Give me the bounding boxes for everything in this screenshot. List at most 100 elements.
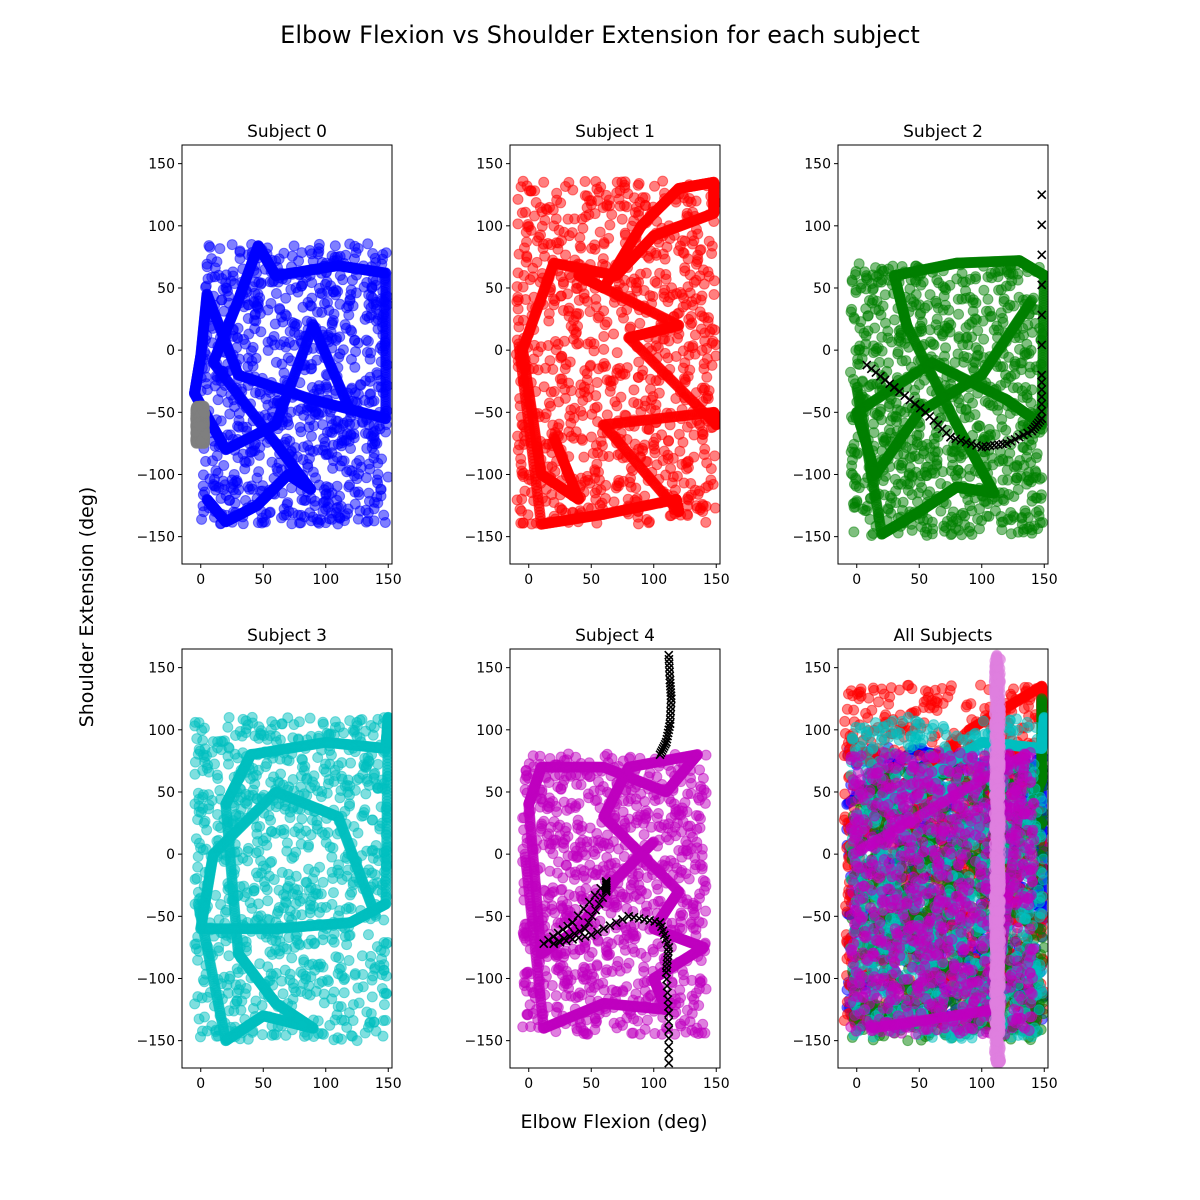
data-point [294,377,306,389]
data-point [357,417,369,429]
data-point [628,396,640,408]
data-point [208,473,220,485]
data-point [594,226,606,238]
data-point [372,323,384,335]
data-point [199,486,211,498]
data-point [316,257,328,269]
data-point [340,434,352,446]
data-point [281,377,293,389]
data-point [305,401,317,413]
data-point [349,498,361,510]
data-point [202,273,214,285]
data-point [264,433,276,445]
data-point [305,430,317,442]
data-point [317,329,329,341]
data-point [563,268,575,280]
data-point [232,332,244,344]
data-point [516,207,528,219]
data-point [348,428,360,440]
data-point [370,435,382,447]
data-point [665,463,677,475]
x-tick-label: 50 [254,572,272,588]
data-point [230,487,242,499]
data-point [300,393,312,405]
data-point [223,316,235,328]
data-point [237,421,249,433]
data-point [528,324,540,336]
data-point [214,243,226,255]
data-point [640,306,652,318]
data-point [345,284,357,296]
data-point [219,479,231,491]
data-point [344,295,356,307]
data-point [343,309,355,321]
data-point [210,484,222,496]
data-point [560,249,572,261]
data-point [209,262,221,274]
y-tick-label: 0 [166,343,175,359]
data-point [350,247,362,259]
data-point [265,382,277,394]
data-point [270,356,282,368]
data-point [700,516,712,528]
plot-area [510,175,720,530]
data-point [225,389,237,401]
figure-title: Elbow Flexion vs Shoulder Extension for … [280,21,920,49]
data-point [242,379,254,391]
data-point [557,278,569,290]
data-point [376,453,388,465]
data-point [311,354,323,366]
data-point [315,267,327,279]
data-point [326,319,338,331]
data-point [540,495,552,507]
data-point [221,509,233,521]
data-point [332,285,344,297]
data-point [373,420,385,432]
data-point [378,303,390,315]
data-point [297,266,309,278]
data-point [692,488,704,500]
data-point [364,353,376,365]
y-tick-label: −100 [137,467,175,483]
data-point [329,240,341,252]
data-point [280,292,292,304]
data-point [616,306,628,318]
data-point [283,448,295,460]
data-point [567,184,579,196]
data-point [362,238,374,250]
data-point [229,497,241,509]
data-point [532,448,544,460]
data-point [289,389,301,401]
data-point [515,459,527,471]
data-point [345,411,357,423]
data-point [281,499,293,511]
y-tick-label: 100 [148,219,175,235]
data-point [211,357,223,369]
data-point [331,422,343,434]
data-point [334,348,346,360]
data-point [331,480,343,492]
data-point [232,433,244,445]
data-point [512,218,524,230]
data-point [196,513,208,525]
data-point [212,394,224,406]
data-point [710,350,720,362]
data-point [272,395,284,407]
data-point [276,487,288,499]
data-point [294,421,306,433]
data-point [349,361,361,373]
data-point [310,472,322,484]
data-point [349,334,361,346]
data-point [350,346,362,358]
data-point [664,419,676,431]
data-point [522,387,534,399]
data-point [266,254,278,266]
data-point [364,463,376,475]
data-point [563,451,575,463]
data-point [274,304,286,316]
data-point [598,343,610,355]
series-0 [189,238,392,530]
data-point [198,407,210,419]
data-point [369,252,381,264]
